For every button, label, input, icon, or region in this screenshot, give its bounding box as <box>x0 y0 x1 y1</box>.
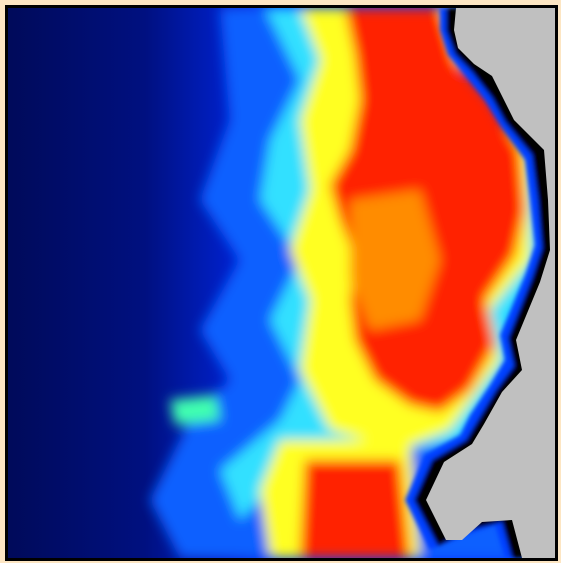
heatmap-image <box>0 0 561 563</box>
red-lower <box>300 460 410 558</box>
heatmap <box>8 8 555 558</box>
cyan-spot <box>170 395 220 425</box>
page <box>0 0 561 563</box>
